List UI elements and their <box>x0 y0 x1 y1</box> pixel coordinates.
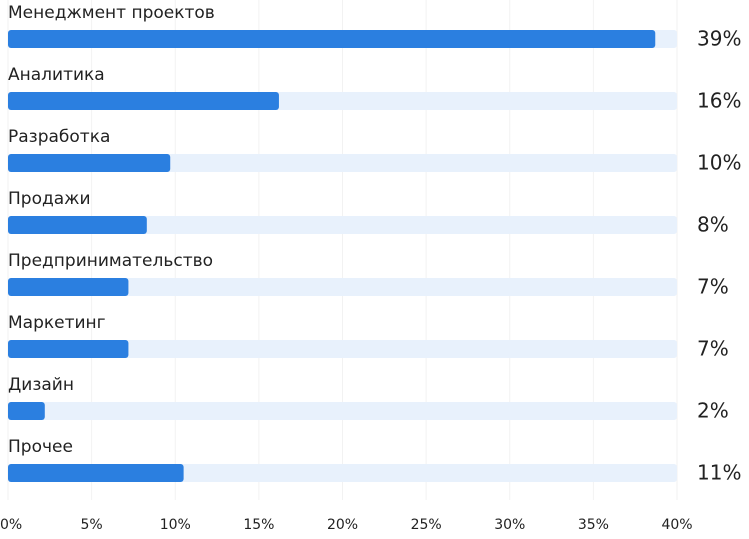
bar <box>8 340 129 358</box>
value-label: 7% <box>697 337 729 361</box>
value-label: 8% <box>697 213 729 237</box>
bar <box>8 154 171 172</box>
category-label: Дизайн <box>8 375 74 395</box>
bar <box>8 402 45 420</box>
category-label: Менеджмент проектов <box>8 3 215 23</box>
x-tick-label: 20% <box>327 517 358 533</box>
x-tick-label: 25% <box>411 517 442 533</box>
category-label: Продажи <box>8 189 91 209</box>
bar <box>8 92 279 110</box>
value-label: 2% <box>697 399 729 423</box>
value-label: 16% <box>697 89 741 113</box>
bar-track <box>8 340 677 358</box>
x-tick-label: 5% <box>81 517 103 533</box>
category-label: Предпринимательство <box>8 251 213 271</box>
bar-track <box>8 216 677 234</box>
x-tick-label: 10% <box>160 517 191 533</box>
category-label: Прочее <box>8 437 73 457</box>
value-label: 11% <box>697 461 741 485</box>
category-label: Разработка <box>8 127 110 147</box>
x-tick-label: 40% <box>661 517 692 533</box>
value-label: 7% <box>697 275 729 299</box>
bar-track <box>8 402 677 420</box>
category-label: Аналитика <box>8 65 105 85</box>
value-label: 10% <box>697 151 741 175</box>
value-label: 39% <box>697 27 741 51</box>
bar-track <box>8 154 677 172</box>
x-tick-label: 0% <box>0 517 22 533</box>
bar <box>8 278 129 296</box>
bar-track <box>8 278 677 296</box>
x-tick-label: 30% <box>494 517 525 533</box>
x-tick-label: 35% <box>578 517 609 533</box>
x-tick-label: 15% <box>243 517 274 533</box>
category-label: Маркетинг <box>8 313 106 333</box>
bar <box>8 464 184 482</box>
bar <box>8 30 656 48</box>
bar <box>8 216 147 234</box>
